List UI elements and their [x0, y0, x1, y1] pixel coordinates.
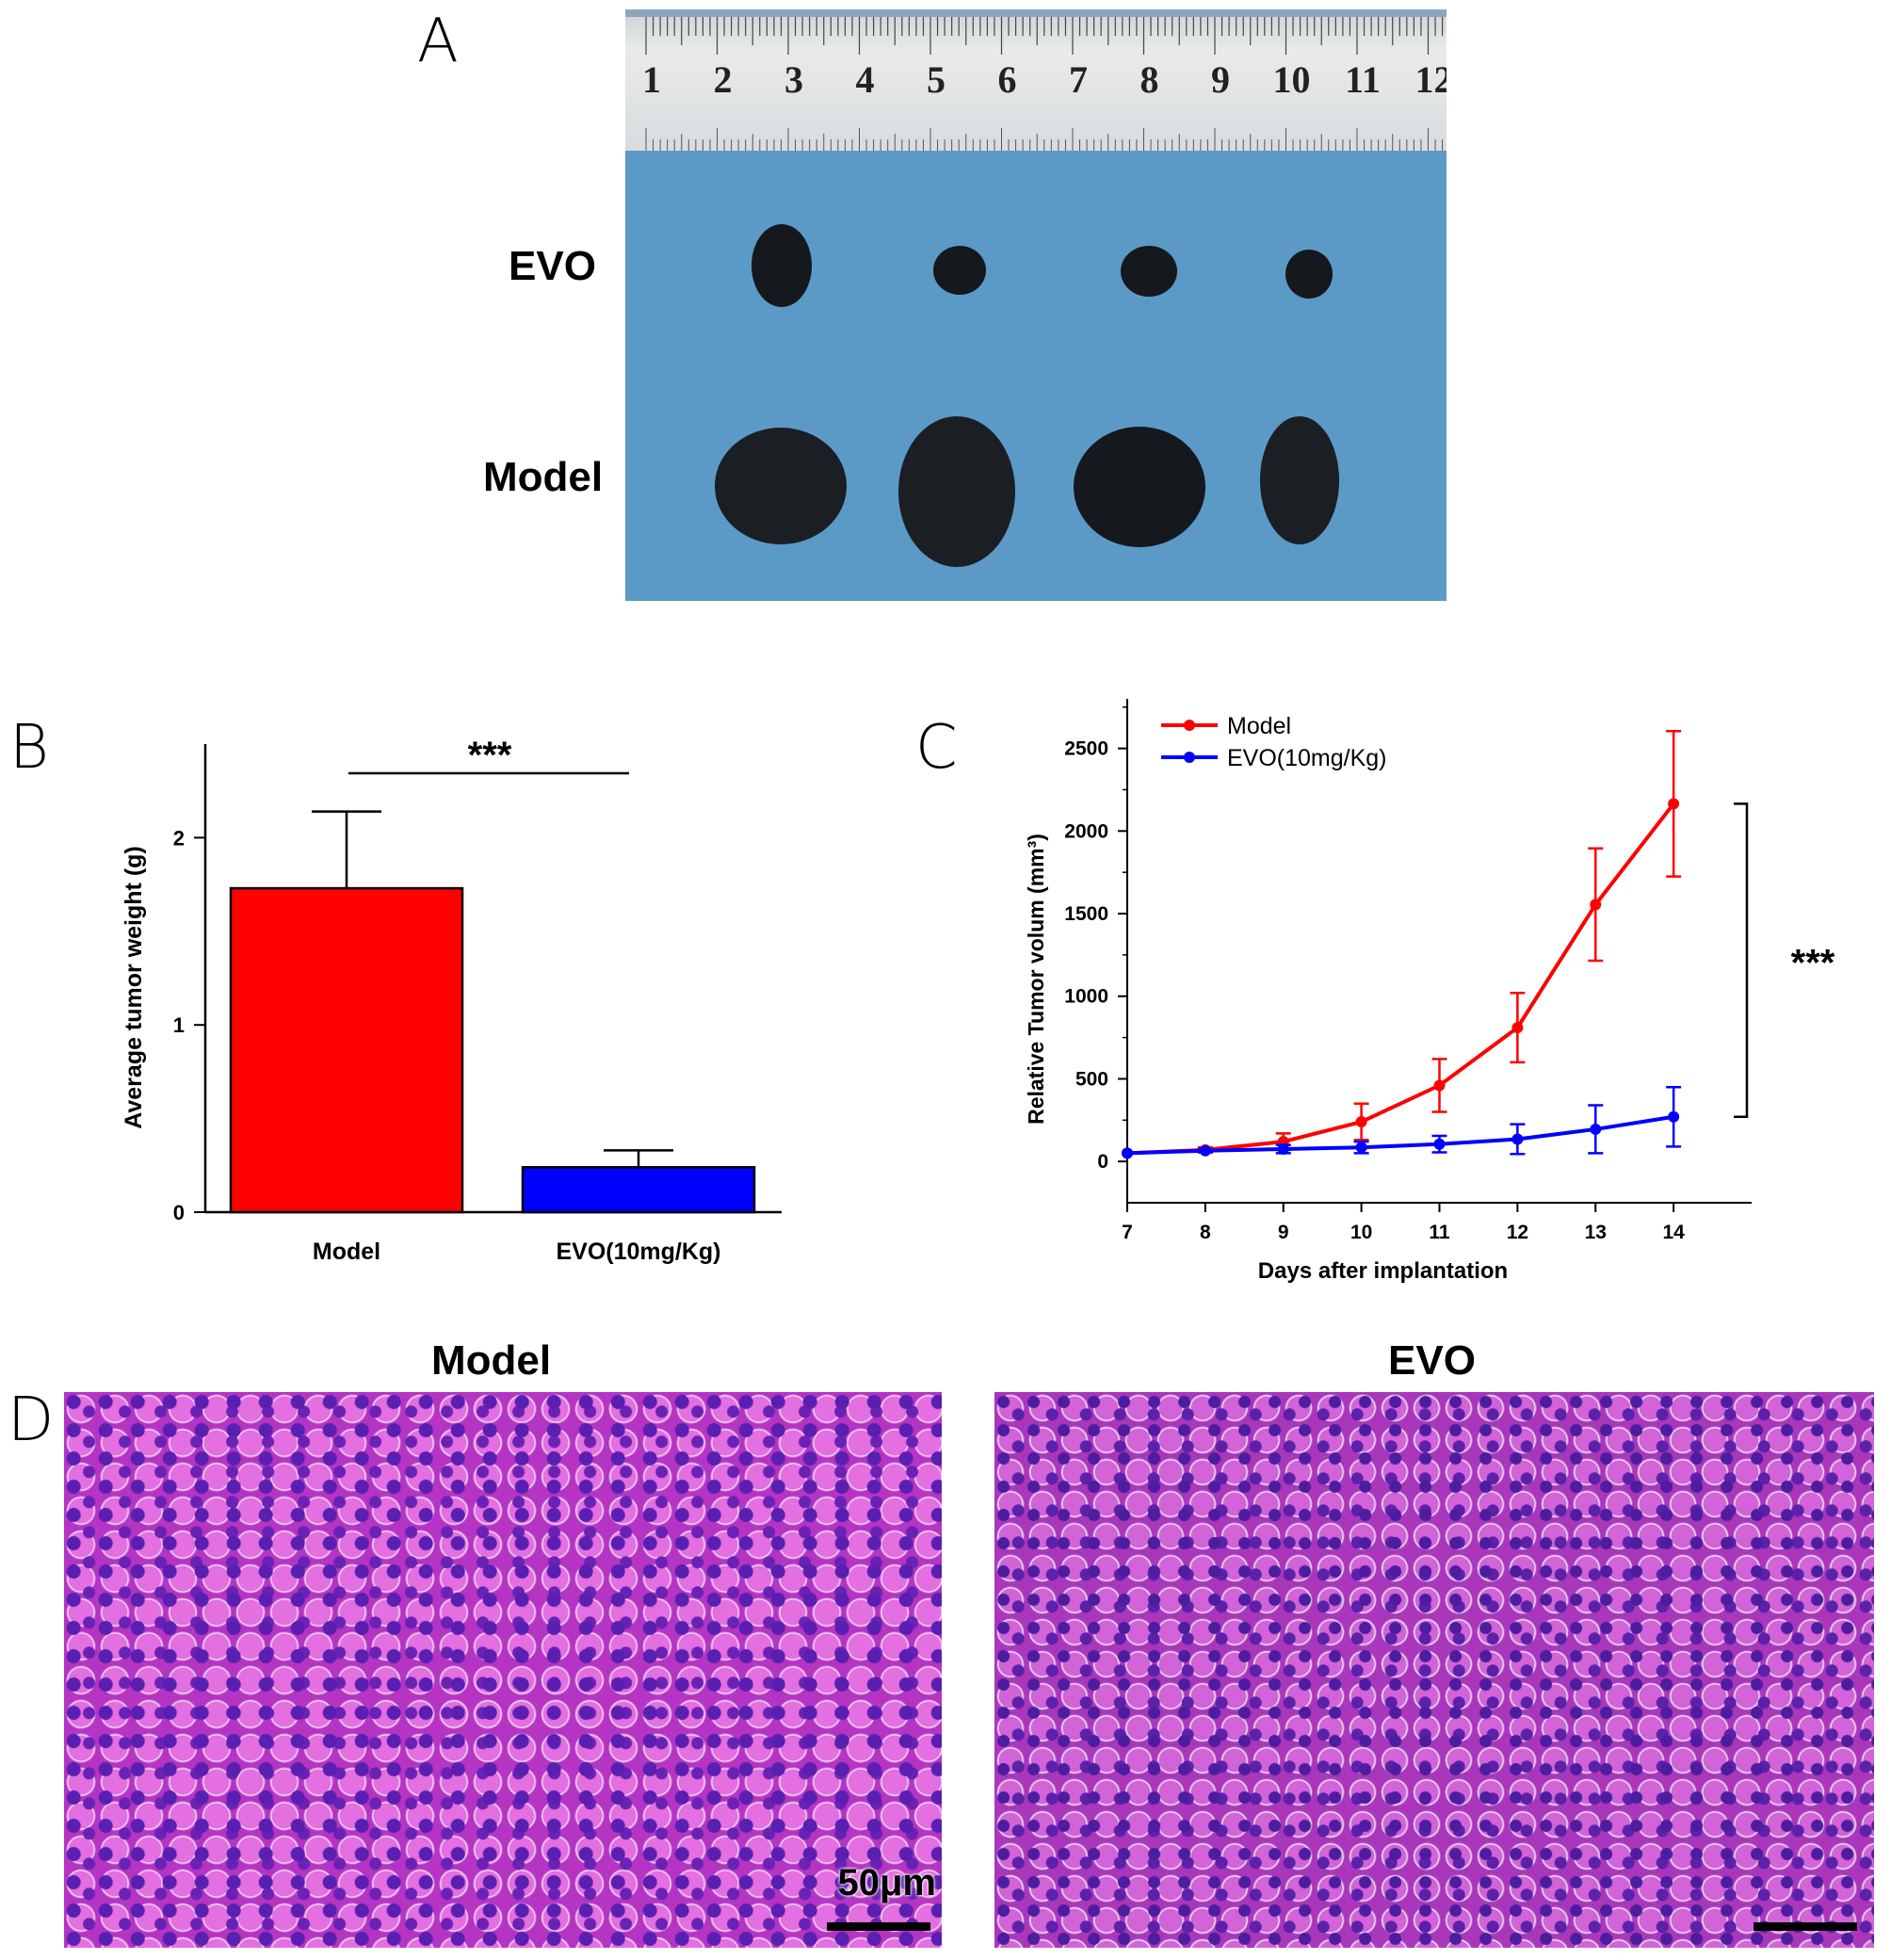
x-tick-label: 11: [1429, 1222, 1450, 1243]
model-tumor-3: [1074, 427, 1205, 547]
data-point: [1355, 1142, 1367, 1154]
tumor-photo: 1 2 3 4 5 6 7 8 9 10 11 12: [625, 9, 1447, 601]
evo-tumor-4: [1285, 250, 1333, 299]
ruler-number: 11: [1345, 58, 1381, 101]
legend-marker: [1184, 720, 1195, 731]
ruler-number: 5: [927, 58, 946, 101]
data-point: [1433, 1138, 1446, 1150]
ruler-number: 12: [1415, 58, 1447, 101]
tumor-shapes: [715, 224, 1339, 567]
legend-marker: [1184, 752, 1195, 763]
histology-title-model: Model: [431, 1337, 552, 1384]
ruler-number: 7: [1069, 58, 1088, 101]
ruler-number: 1: [642, 58, 661, 101]
ruler-number: 2: [714, 58, 733, 101]
x-tick-label: Model: [313, 1239, 380, 1265]
data-point: [1277, 1142, 1289, 1155]
x-tick-label: 12: [1507, 1222, 1528, 1243]
data-point: [1668, 1110, 1680, 1123]
data-point: [1122, 1147, 1133, 1159]
significance-label: ***: [468, 735, 512, 776]
data-point: [1590, 899, 1602, 911]
x-tick-label: 9: [1278, 1222, 1289, 1243]
data-point: [1590, 1123, 1602, 1135]
data-point: [1355, 1116, 1367, 1128]
bar-chart: 0 1 2 Average tumor weight (g) Model EVO(10mg…: [121, 735, 782, 1265]
ruler-number: 3: [784, 58, 803, 101]
significance-label: ***: [1791, 943, 1835, 984]
legend-label: EVO(10mg/Kg): [1227, 745, 1387, 771]
evo-tumor-2: [933, 246, 986, 295]
model-row-label: Model: [483, 454, 604, 500]
data-point: [1433, 1079, 1446, 1092]
series-line: [1126, 1114, 1674, 1156]
x-tick-label: 13: [1585, 1222, 1607, 1243]
ruler-number: 8: [1140, 58, 1159, 101]
ruler: 1 2 3 4 5 6 7 8 9 10 11 12: [625, 9, 1447, 151]
y-tick-label: 0: [1097, 1151, 1108, 1173]
ruler-ticks: 1 2 3 4 5 6 7 8 9 10 11 12: [625, 9, 1447, 151]
panel-d-letter: D: [8, 1385, 55, 1455]
histology-image-model: 50μm: [64, 1392, 942, 1948]
ruler-number: 4: [856, 58, 875, 101]
panel-a-letter: A: [417, 7, 459, 76]
y-tick-label: 500: [1075, 1068, 1108, 1090]
histology-image-evo: [994, 1392, 1874, 1948]
y-tick-label: 0: [173, 1201, 185, 1224]
ruler-number: 6: [998, 58, 1017, 101]
evo-row-label: EVO: [509, 243, 596, 289]
evo-tumor-1: [752, 224, 812, 307]
series-line: [1126, 802, 1675, 1156]
y-axis-label: Relative Tumor volum (mm³): [1024, 834, 1048, 1125]
line-chart: 0 500 1000 1500 2000 2500 7 8 9 10 11 12 13 14 Days af…: [1024, 699, 1835, 1284]
y-axis-label: Average tumor weight (g): [121, 846, 147, 1129]
y-tick-label: 2: [173, 826, 185, 850]
x-tick-label: EVO(10mg/Kg): [556, 1239, 720, 1265]
x-tick-label: 8: [1200, 1222, 1211, 1243]
ruler-number: 9: [1211, 58, 1230, 101]
y-tick-label: 1: [173, 1013, 185, 1037]
data-point: [1668, 798, 1680, 810]
x-tick-label: 7: [1122, 1222, 1133, 1243]
data-point: [1511, 1133, 1524, 1145]
data-point: [1199, 1144, 1211, 1157]
panel-c-letter: C: [915, 713, 958, 783]
ruler-edge: [625, 9, 1447, 17]
y-tick-label: 1500: [1064, 903, 1108, 925]
model-tumor-2: [898, 416, 1015, 567]
evo-tumor-3: [1121, 246, 1177, 297]
scale-bar: [827, 1922, 930, 1931]
x-axis-label: Days after implantation: [1258, 1258, 1508, 1284]
x-tick-label: 14: [1662, 1222, 1685, 1243]
bar: [521, 1166, 756, 1214]
legend-label: Model: [1227, 713, 1291, 739]
scale-bar: [1754, 1922, 1857, 1931]
panel-b-letter: B: [9, 713, 49, 783]
ruler-number: 10: [1273, 58, 1311, 101]
y-tick-label: 1000: [1064, 986, 1108, 1008]
y-tick-label: 2000: [1064, 820, 1108, 842]
data-point: [1511, 1022, 1524, 1034]
significance-bracket: [1734, 802, 1749, 1119]
scale-bar-label: 50μm: [837, 1862, 936, 1903]
model-tumor-4: [1260, 416, 1339, 544]
model-tumor-1: [715, 428, 847, 544]
x-tick-label: 10: [1350, 1222, 1372, 1243]
bar: [229, 886, 464, 1214]
histology-title-evo: EVO: [1388, 1337, 1476, 1384]
y-tick-label: 2500: [1064, 738, 1108, 760]
